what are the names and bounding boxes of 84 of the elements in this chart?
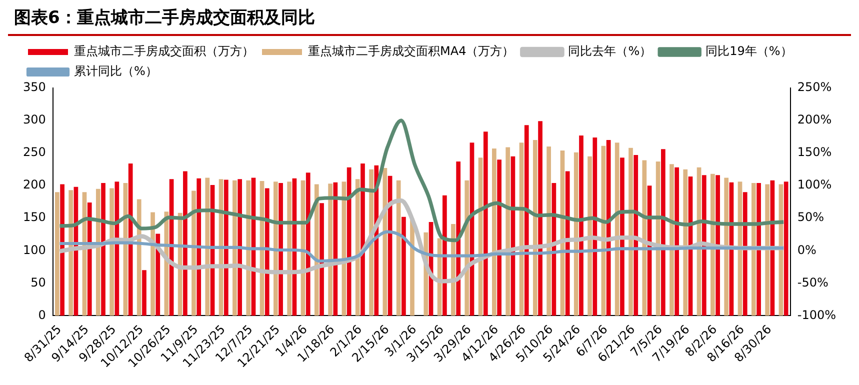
y-tick-label: 50 [30, 275, 46, 290]
y2-tick-label: 100% [797, 178, 832, 192]
bar [442, 195, 447, 316]
bar [128, 163, 133, 316]
y2-tick-label: -100% [797, 308, 836, 322]
bar [588, 156, 592, 316]
y-tick-label: 200 [23, 178, 46, 192]
line-series [58, 118, 786, 242]
y-tick-label: 250 [23, 145, 46, 160]
bar [661, 149, 666, 316]
bar [710, 174, 715, 316]
bar [565, 171, 570, 316]
y-tick-label: 0 [38, 308, 46, 322]
bar [264, 188, 270, 316]
bar [456, 162, 461, 316]
y-tick-label: 350 [23, 80, 46, 94]
bar [628, 148, 633, 316]
bar [574, 152, 578, 316]
bar [620, 158, 624, 316]
line-series [58, 230, 786, 263]
y2-tick-label: -50% [797, 275, 828, 290]
legend-label: 重点城市二手房成交面积MA4（万方） [308, 44, 514, 58]
bar [402, 216, 406, 316]
bar [142, 270, 146, 316]
bar [396, 180, 401, 316]
bar [614, 142, 620, 316]
bar [670, 164, 674, 316]
bar [246, 180, 251, 316]
bar [524, 125, 529, 316]
bar [183, 171, 188, 316]
bar [483, 132, 488, 316]
bar [224, 180, 228, 316]
y-tick-label: 100 [23, 242, 46, 257]
y2-tick-label: 150% [797, 145, 832, 160]
bar [196, 178, 202, 316]
bar [506, 147, 510, 316]
bar [192, 190, 196, 316]
bar [346, 167, 352, 316]
bar [756, 182, 761, 316]
bar [642, 160, 647, 316]
bar [724, 178, 729, 316]
bar [54, 192, 60, 316]
bar [716, 175, 720, 316]
bar [360, 163, 365, 316]
bar [538, 121, 542, 316]
bar [87, 202, 92, 316]
bar [238, 179, 242, 316]
bar [68, 190, 74, 316]
y-tick-label: 300 [23, 112, 46, 127]
bar [156, 234, 160, 316]
bar [742, 192, 748, 316]
bar [784, 182, 788, 316]
bar [355, 179, 360, 316]
bar [546, 146, 551, 316]
legend-label: 累计同比（%） [74, 64, 158, 78]
bar [320, 203, 324, 316]
bar [114, 182, 120, 316]
chart-title: 图表6：重点城市二手房成交面积及同比 [14, 7, 315, 29]
bar [532, 140, 538, 316]
bar [683, 169, 688, 316]
bar [702, 175, 706, 316]
bar [592, 137, 598, 316]
legend-label: 同比去年（%） [568, 44, 652, 58]
bar [232, 180, 237, 316]
legend-label: 重点城市二手房成交面积（万方） [74, 44, 254, 58]
bar [328, 184, 332, 316]
bar [497, 160, 502, 316]
bar [205, 178, 210, 316]
y2-tick-label: 0% [797, 242, 816, 257]
bar [60, 184, 64, 316]
bar [101, 182, 106, 316]
bar [765, 184, 770, 316]
bar [579, 135, 584, 316]
bar [751, 182, 756, 316]
bar [492, 148, 496, 316]
y2-tick-label: 250% [797, 80, 832, 94]
bar [634, 155, 638, 316]
legend-label: 同比19年（%） [706, 44, 792, 58]
y2-tick-label: 50% [797, 210, 824, 224]
bar [674, 167, 680, 316]
bar [333, 182, 338, 316]
bar [96, 188, 100, 316]
y-tick-label: 150 [23, 210, 46, 224]
y2-tick-label: 200% [797, 112, 832, 127]
